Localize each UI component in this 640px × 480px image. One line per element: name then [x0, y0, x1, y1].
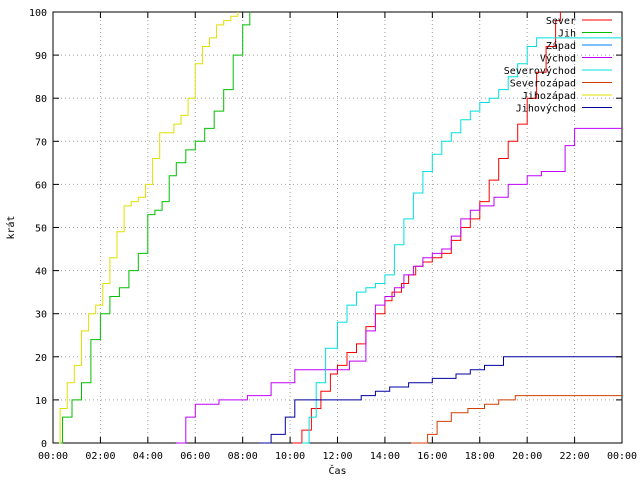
legend-label: Západ — [546, 40, 576, 52]
y-tick-label: 80 — [35, 94, 47, 105]
series-line-jih — [53, 12, 251, 444]
y-axis-label: krát — [5, 215, 17, 239]
legend-label: Severozápad — [510, 78, 576, 90]
series-line-jihovychod — [259, 356, 622, 444]
x-tick-label: 02:00 — [85, 451, 115, 462]
y-tick-label: 60 — [35, 180, 47, 191]
x-tick-label: 20:00 — [512, 451, 542, 462]
y-tick-label: 0 — [41, 439, 47, 450]
y-tick-label: 90 — [35, 51, 47, 62]
x-tick-label: 04:00 — [133, 451, 163, 462]
y-tick-label: 20 — [35, 353, 47, 364]
y-tick-label: 50 — [35, 224, 47, 235]
x-tick-label: 16:00 — [417, 451, 447, 462]
series-line-severovychod — [301, 37, 622, 444]
x-axis-label: Čas — [328, 464, 346, 477]
x-tick-label: 00:00 — [607, 451, 637, 462]
x-tick-label: 14:00 — [370, 451, 400, 462]
series-line-vychod — [176, 127, 622, 444]
axis-ticks: 0 10 20 30 40 50 60 70 80 90 100 00:00 02:00 04:00 06:… — [29, 8, 637, 462]
y-tick-label: 10 — [35, 396, 47, 407]
legend-label: Východ — [540, 53, 576, 65]
legend-label: Severovýchod — [504, 65, 576, 77]
legend-label: Jih — [558, 29, 576, 40]
legend-label: Sever — [546, 16, 576, 27]
x-tick-label: 18:00 — [465, 451, 495, 462]
y-tick-label: 100 — [29, 8, 47, 19]
series-line-jihozapad — [53, 12, 239, 444]
legend: Sever JihZápadVýchodSeverovýchodSeverozáp… — [504, 16, 612, 115]
x-tick-label: 08:00 — [228, 451, 258, 462]
x-tick-label: 10:00 — [275, 451, 305, 462]
x-tick-label: 06:00 — [180, 451, 210, 462]
x-tick-label: 00:00 — [38, 451, 68, 462]
x-tick-label: 22:00 — [560, 451, 590, 462]
series-line-severozapad — [411, 395, 622, 444]
y-tick-label: 30 — [35, 310, 47, 321]
series-layer — [53, 12, 622, 444]
x-tick-label: 12:00 — [322, 451, 352, 462]
legend-label: Jihozápad — [522, 90, 576, 102]
y-tick-label: 70 — [35, 137, 47, 148]
legend-label: Jihovýchod — [516, 103, 576, 115]
y-tick-label: 40 — [35, 267, 47, 278]
